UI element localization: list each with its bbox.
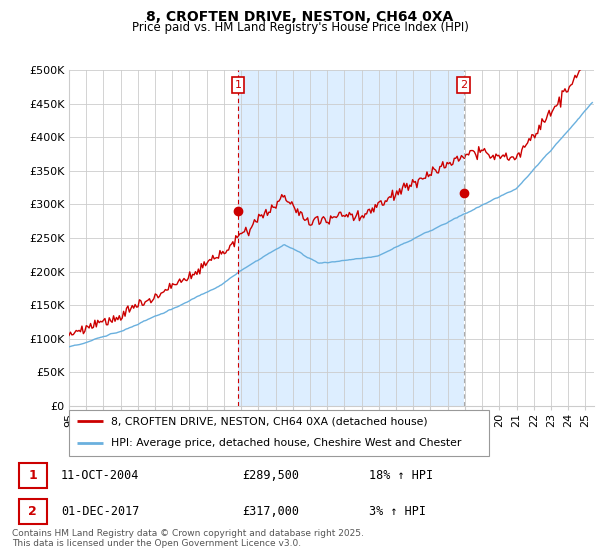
Text: 2: 2 bbox=[28, 505, 37, 518]
Text: 8, CROFTEN DRIVE, NESTON, CH64 0XA: 8, CROFTEN DRIVE, NESTON, CH64 0XA bbox=[146, 10, 454, 24]
Text: 2: 2 bbox=[460, 80, 467, 90]
Text: 1: 1 bbox=[235, 80, 242, 90]
Text: 18% ↑ HPI: 18% ↑ HPI bbox=[369, 469, 433, 482]
FancyBboxPatch shape bbox=[19, 500, 47, 524]
Text: 01-DEC-2017: 01-DEC-2017 bbox=[61, 505, 139, 518]
Text: 11-OCT-2004: 11-OCT-2004 bbox=[61, 469, 139, 482]
Text: Price paid vs. HM Land Registry's House Price Index (HPI): Price paid vs. HM Land Registry's House … bbox=[131, 21, 469, 34]
Text: £289,500: £289,500 bbox=[242, 469, 299, 482]
Text: Contains HM Land Registry data © Crown copyright and database right 2025.
This d: Contains HM Land Registry data © Crown c… bbox=[12, 529, 364, 548]
Text: 3% ↑ HPI: 3% ↑ HPI bbox=[369, 505, 426, 518]
Text: HPI: Average price, detached house, Cheshire West and Chester: HPI: Average price, detached house, Ches… bbox=[111, 438, 461, 448]
FancyBboxPatch shape bbox=[19, 463, 47, 488]
Bar bbox=[238, 70, 464, 406]
Text: £317,000: £317,000 bbox=[242, 505, 299, 518]
Text: 1: 1 bbox=[28, 469, 37, 482]
Text: 8, CROFTEN DRIVE, NESTON, CH64 0XA (detached house): 8, CROFTEN DRIVE, NESTON, CH64 0XA (deta… bbox=[111, 417, 428, 426]
FancyBboxPatch shape bbox=[69, 410, 489, 456]
